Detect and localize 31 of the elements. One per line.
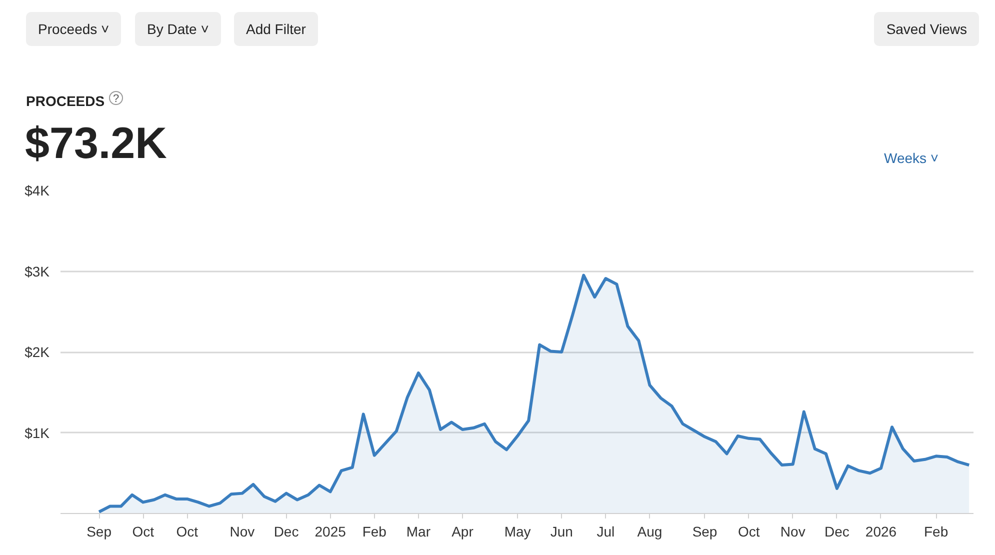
x-tick-label: Aug [637,524,662,540]
text: By Date ˅ [135,12,221,46]
x-tick-label: Jun [550,524,573,540]
text: Add Filter [234,12,318,46]
text: Weeks ˅ [884,149,939,168]
text: Saved Views [874,12,979,46]
y-tick-label: $3K [24,263,50,280]
x-tick-label: Mar [406,524,431,540]
x-tick-label: Jul [596,524,615,540]
x-tick-label: Nov [780,524,806,540]
text: Proceeds ˅ [26,12,122,46]
y-tick-label: $2K [24,344,50,360]
x-tick-label: Nov [230,524,255,540]
x-tick-label: Oct [132,524,154,540]
y-tick-label: $4K [24,182,50,198]
x-tick-label: Feb [924,524,948,540]
y-tick-label: $1K [24,424,50,441]
x-tick-label: 2025 [314,524,346,540]
x-tick-label: Apr [452,524,474,540]
x-tick-label: Sep [86,524,112,540]
x-tick-label: 2026 [865,524,897,540]
x-tick-label: Oct [738,524,760,540]
x-tick-label: May [504,524,531,540]
x-tick-label: Dec [274,524,299,540]
chart-title: PROCEEDS [26,92,105,111]
x-tick-label: Sep [692,524,718,540]
x-tick-label: Oct [176,524,198,540]
chart-subtitle: $73.2K [25,118,167,170]
text: ? [109,91,123,105]
x-tick-label: Feb [362,524,387,540]
x-tick-label: Dec [824,524,850,540]
